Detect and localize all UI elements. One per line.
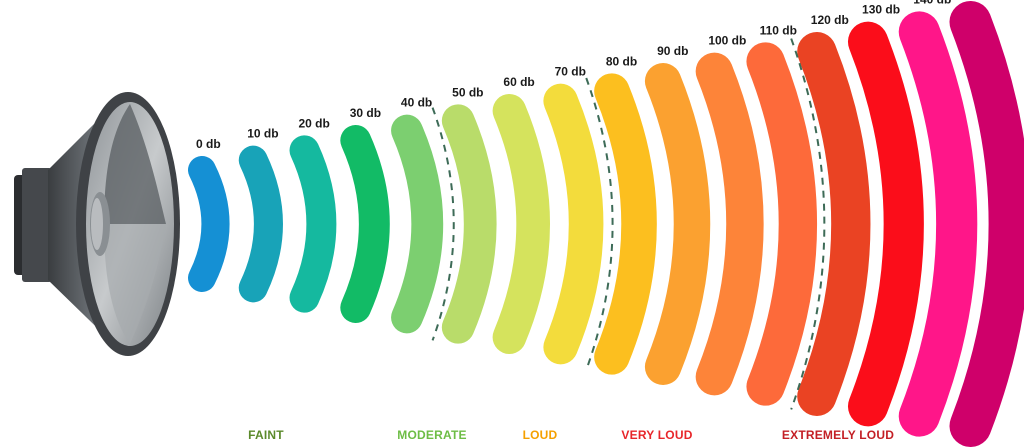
sound-band-7 — [543, 83, 604, 365]
category-very-loud: VERY LOUD — [621, 428, 693, 442]
sound-band-12 — [797, 32, 871, 416]
db-label: 110 db — [760, 23, 797, 37]
db-label: 20 db — [298, 116, 329, 130]
db-label: 50 db — [452, 85, 483, 99]
db-label: 80 db — [606, 54, 637, 68]
speaker-icon — [14, 92, 180, 356]
db-label: 10 db — [247, 127, 278, 141]
db-label: 100 db — [708, 34, 746, 48]
sound-band-2 — [289, 135, 337, 313]
sound-band-10 — [695, 52, 764, 396]
sound-band-5 — [441, 104, 497, 344]
sound-band-4 — [391, 114, 444, 334]
sound-band-0 — [188, 156, 230, 292]
sound-band-6 — [492, 94, 550, 354]
db-label: 60 db — [503, 75, 534, 89]
db-label: 40 db — [401, 96, 432, 110]
sound-band-extra — [949, 1, 1024, 447]
sound-band-3 — [340, 125, 390, 323]
sound-band-8 — [594, 73, 657, 375]
db-label: 140 db — [913, 0, 951, 6]
sound-bands — [188, 1, 1024, 447]
db-label: 70 db — [555, 65, 586, 79]
category-divider-2 — [790, 38, 826, 410]
db-label: 130 db — [862, 3, 900, 17]
sound-band-14 — [898, 11, 978, 437]
category-loud: LOUD — [522, 428, 558, 442]
sound-band-9 — [644, 63, 711, 385]
category-moderate: MODERATE — [397, 428, 467, 442]
sound-band-1 — [238, 145, 283, 303]
db-label: 30 db — [350, 106, 381, 120]
category-divider-0 — [431, 107, 455, 341]
db-label: 0 db — [196, 137, 221, 151]
category-divider-1 — [585, 77, 614, 371]
category-extremely-loud: EXTREMELY LOUD — [781, 428, 895, 442]
sound-band-11 — [746, 42, 817, 406]
category-dividers — [431, 38, 826, 410]
category-faint: FAINT — [248, 428, 284, 442]
db-label: 120 db — [811, 13, 849, 27]
sound-band-13 — [847, 21, 924, 427]
db-label: 90 db — [657, 44, 688, 58]
db-labels: 0 db 10 db 20 db 30 db 40 db 50 db 60 db 70 db 8… — [196, 0, 951, 151]
